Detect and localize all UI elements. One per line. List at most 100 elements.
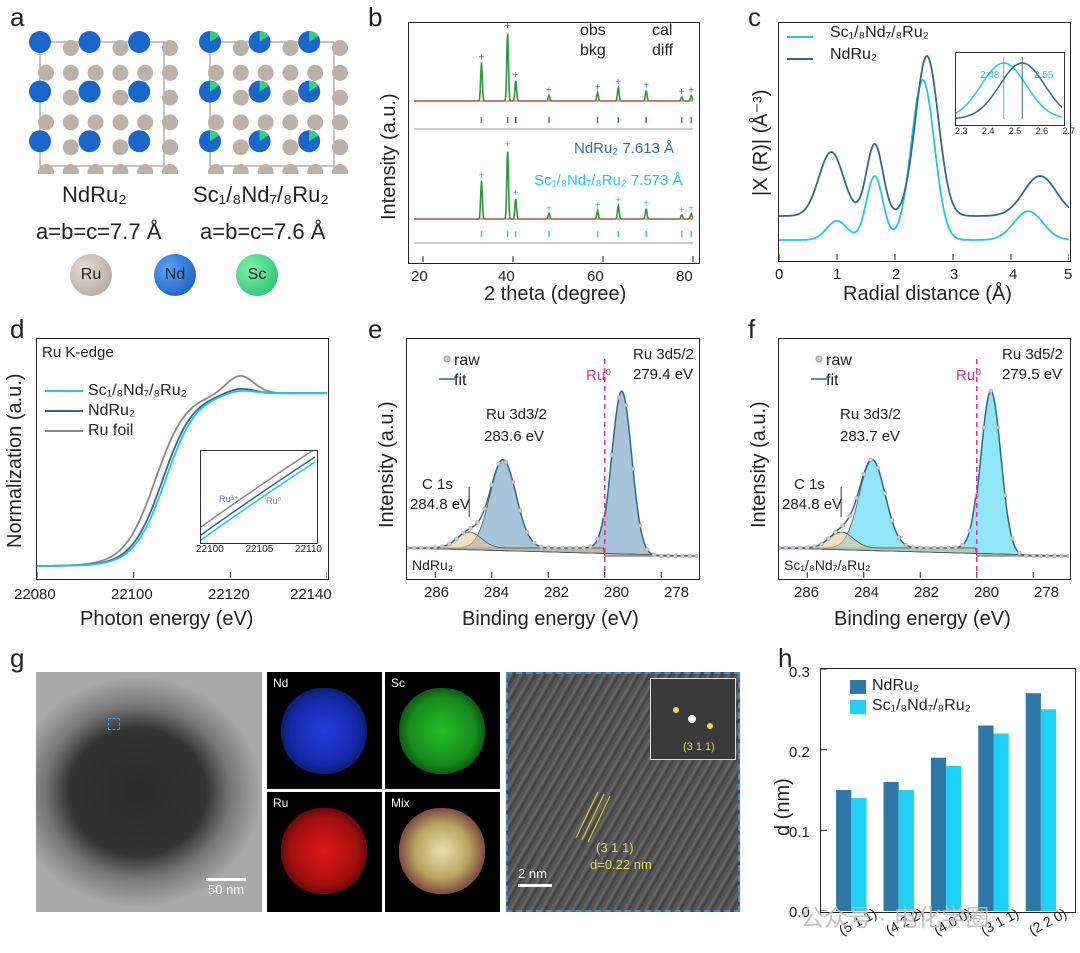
xps-raw-point	[440, 544, 445, 549]
bar-ndru2	[1025, 693, 1041, 911]
sc-atom-fraction	[210, 80, 219, 92]
legend-label-ndru2: NdRu₂	[872, 677, 920, 694]
bar-scndru2	[946, 765, 962, 911]
xps-raw-point	[510, 479, 516, 485]
xps-f-plot	[776, 355, 1071, 578]
unit-cell-box	[39, 41, 165, 167]
bar-ndru2	[930, 757, 947, 911]
exafs-legend-nd: NdRu₂	[830, 46, 878, 63]
xrd-obs-marker: +	[505, 23, 511, 32]
xps-raw-point	[447, 541, 452, 547]
ru-atom	[332, 40, 348, 56]
fft-spot	[707, 723, 713, 729]
xps-raw-point	[995, 425, 1001, 430]
tem-image: 50 nm	[36, 672, 262, 912]
ru-atom	[232, 164, 249, 174]
xrd-obs-marker: +	[679, 205, 685, 216]
xps-raw-point	[623, 402, 629, 408]
sc-atom-fraction	[210, 130, 219, 142]
ru-atom	[62, 64, 79, 81]
nd-atom	[78, 31, 101, 53]
inset-xtick: 22110	[294, 544, 322, 555]
d-spacing-chart	[821, 668, 1057, 912]
exafs-ylabel: |X (R)| (Å⁻³)	[750, 89, 772, 196]
sc-atom-fraction	[259, 80, 269, 92]
xrd-obs-marker: +	[595, 83, 601, 94]
xps-raw-point	[489, 482, 495, 488]
legend-raw-marker	[815, 355, 823, 363]
xps-f-peak1-val: 279.5 eV	[1002, 366, 1063, 383]
xps-raw-point	[960, 542, 965, 548]
hrtem-scale-bar	[518, 884, 552, 887]
bar-ytick: 0.3	[789, 664, 810, 681]
xanes-inset-curve	[200, 461, 316, 541]
sc-legend-ball	[236, 254, 278, 296]
xps-raw-point	[981, 425, 987, 430]
xps-raw-point	[903, 542, 909, 548]
xps-raw-point	[475, 520, 480, 525]
xps-raw-point	[1045, 553, 1050, 559]
bar-scndru2	[898, 790, 914, 911]
inset-xtick: 22105	[245, 544, 274, 555]
xps-e-peak1-val: 279.4 eV	[633, 366, 694, 383]
ru-atom	[112, 114, 129, 131]
ru-legend-ball	[70, 254, 112, 296]
panel-letter-h: h	[778, 643, 793, 673]
xps-e-legend-fit: fit	[454, 372, 467, 389]
xps-raw-point	[588, 544, 593, 549]
xanes-legend-nd: NdRu₂	[88, 402, 136, 419]
fft-label: (3 1 1)	[683, 741, 715, 753]
xanes-plot	[36, 375, 328, 578]
xps-raw-point	[616, 395, 622, 400]
hrtem-image: (3 1 1) (3 1 1) d=0.22 nm 2 nm	[506, 672, 740, 912]
fft-center-spot	[688, 715, 696, 723]
eds-label-sc: Sc	[391, 676, 406, 690]
xps-raw-point	[659, 553, 664, 559]
fft-inset: (3 1 1)	[650, 678, 736, 760]
panel-letter-a: a	[10, 2, 25, 32]
xrd-xlabel: 2 theta (degree)	[484, 283, 627, 305]
ru-atom	[282, 139, 299, 156]
xps-raw-point	[574, 545, 579, 551]
xps-raw-point	[630, 466, 636, 472]
ru-atom	[162, 114, 178, 131]
sc-atom-fraction	[309, 130, 319, 142]
ru-atom	[162, 164, 178, 174]
xps-raw-point	[812, 544, 817, 549]
fft-spot	[673, 707, 679, 713]
xps-raw-point	[783, 545, 789, 551]
xps-f-xtick: 280	[974, 584, 1000, 601]
xps-e-peak2-val: 283.6 eV	[484, 428, 545, 445]
lattice-fringe-lines	[575, 791, 611, 843]
xps-f-xlabel: Binding energy (eV)	[834, 608, 1011, 630]
sc-atom-fraction	[259, 31, 269, 42]
xps-raw-point	[939, 545, 944, 551]
panel-letter-d: d	[10, 314, 25, 344]
xps-e-c1s-val: 284.8 eV	[410, 496, 471, 513]
xanes-inset-curve	[200, 448, 316, 528]
xps-e-xtick: 280	[604, 584, 630, 601]
d-spacing-chart-frame	[820, 668, 1076, 913]
ru-atom	[62, 114, 79, 131]
mix-map-signal	[399, 808, 485, 894]
xanes-xtick: 22080	[14, 586, 56, 603]
xps-f-peak2: Ru 3d3/2	[840, 406, 901, 423]
xps-fit-line	[779, 389, 1069, 557]
xps-raw-point	[1066, 553, 1071, 559]
xps-raw-point	[673, 553, 678, 559]
exafs-xlabel: Radial distance (Å)	[843, 283, 1012, 305]
xrd-obs-marker: +	[615, 77, 621, 88]
ru-atom	[162, 89, 178, 106]
nd-atom	[29, 130, 51, 153]
xps-raw-point	[861, 471, 867, 477]
bar-ndru2	[978, 725, 994, 911]
xrd-obs-marker: +	[546, 203, 552, 214]
xps-e-xlabel: Binding energy (eV)	[462, 608, 639, 630]
ru-atom	[137, 164, 154, 174]
xps-raw-point	[425, 545, 431, 551]
xps-raw-point	[517, 508, 523, 513]
xrd-obs-marker: +	[479, 171, 485, 182]
xps-raw-point	[1038, 553, 1043, 559]
ndru2-name: NdRu₂	[62, 182, 127, 207]
xps-raw-point	[910, 545, 916, 550]
